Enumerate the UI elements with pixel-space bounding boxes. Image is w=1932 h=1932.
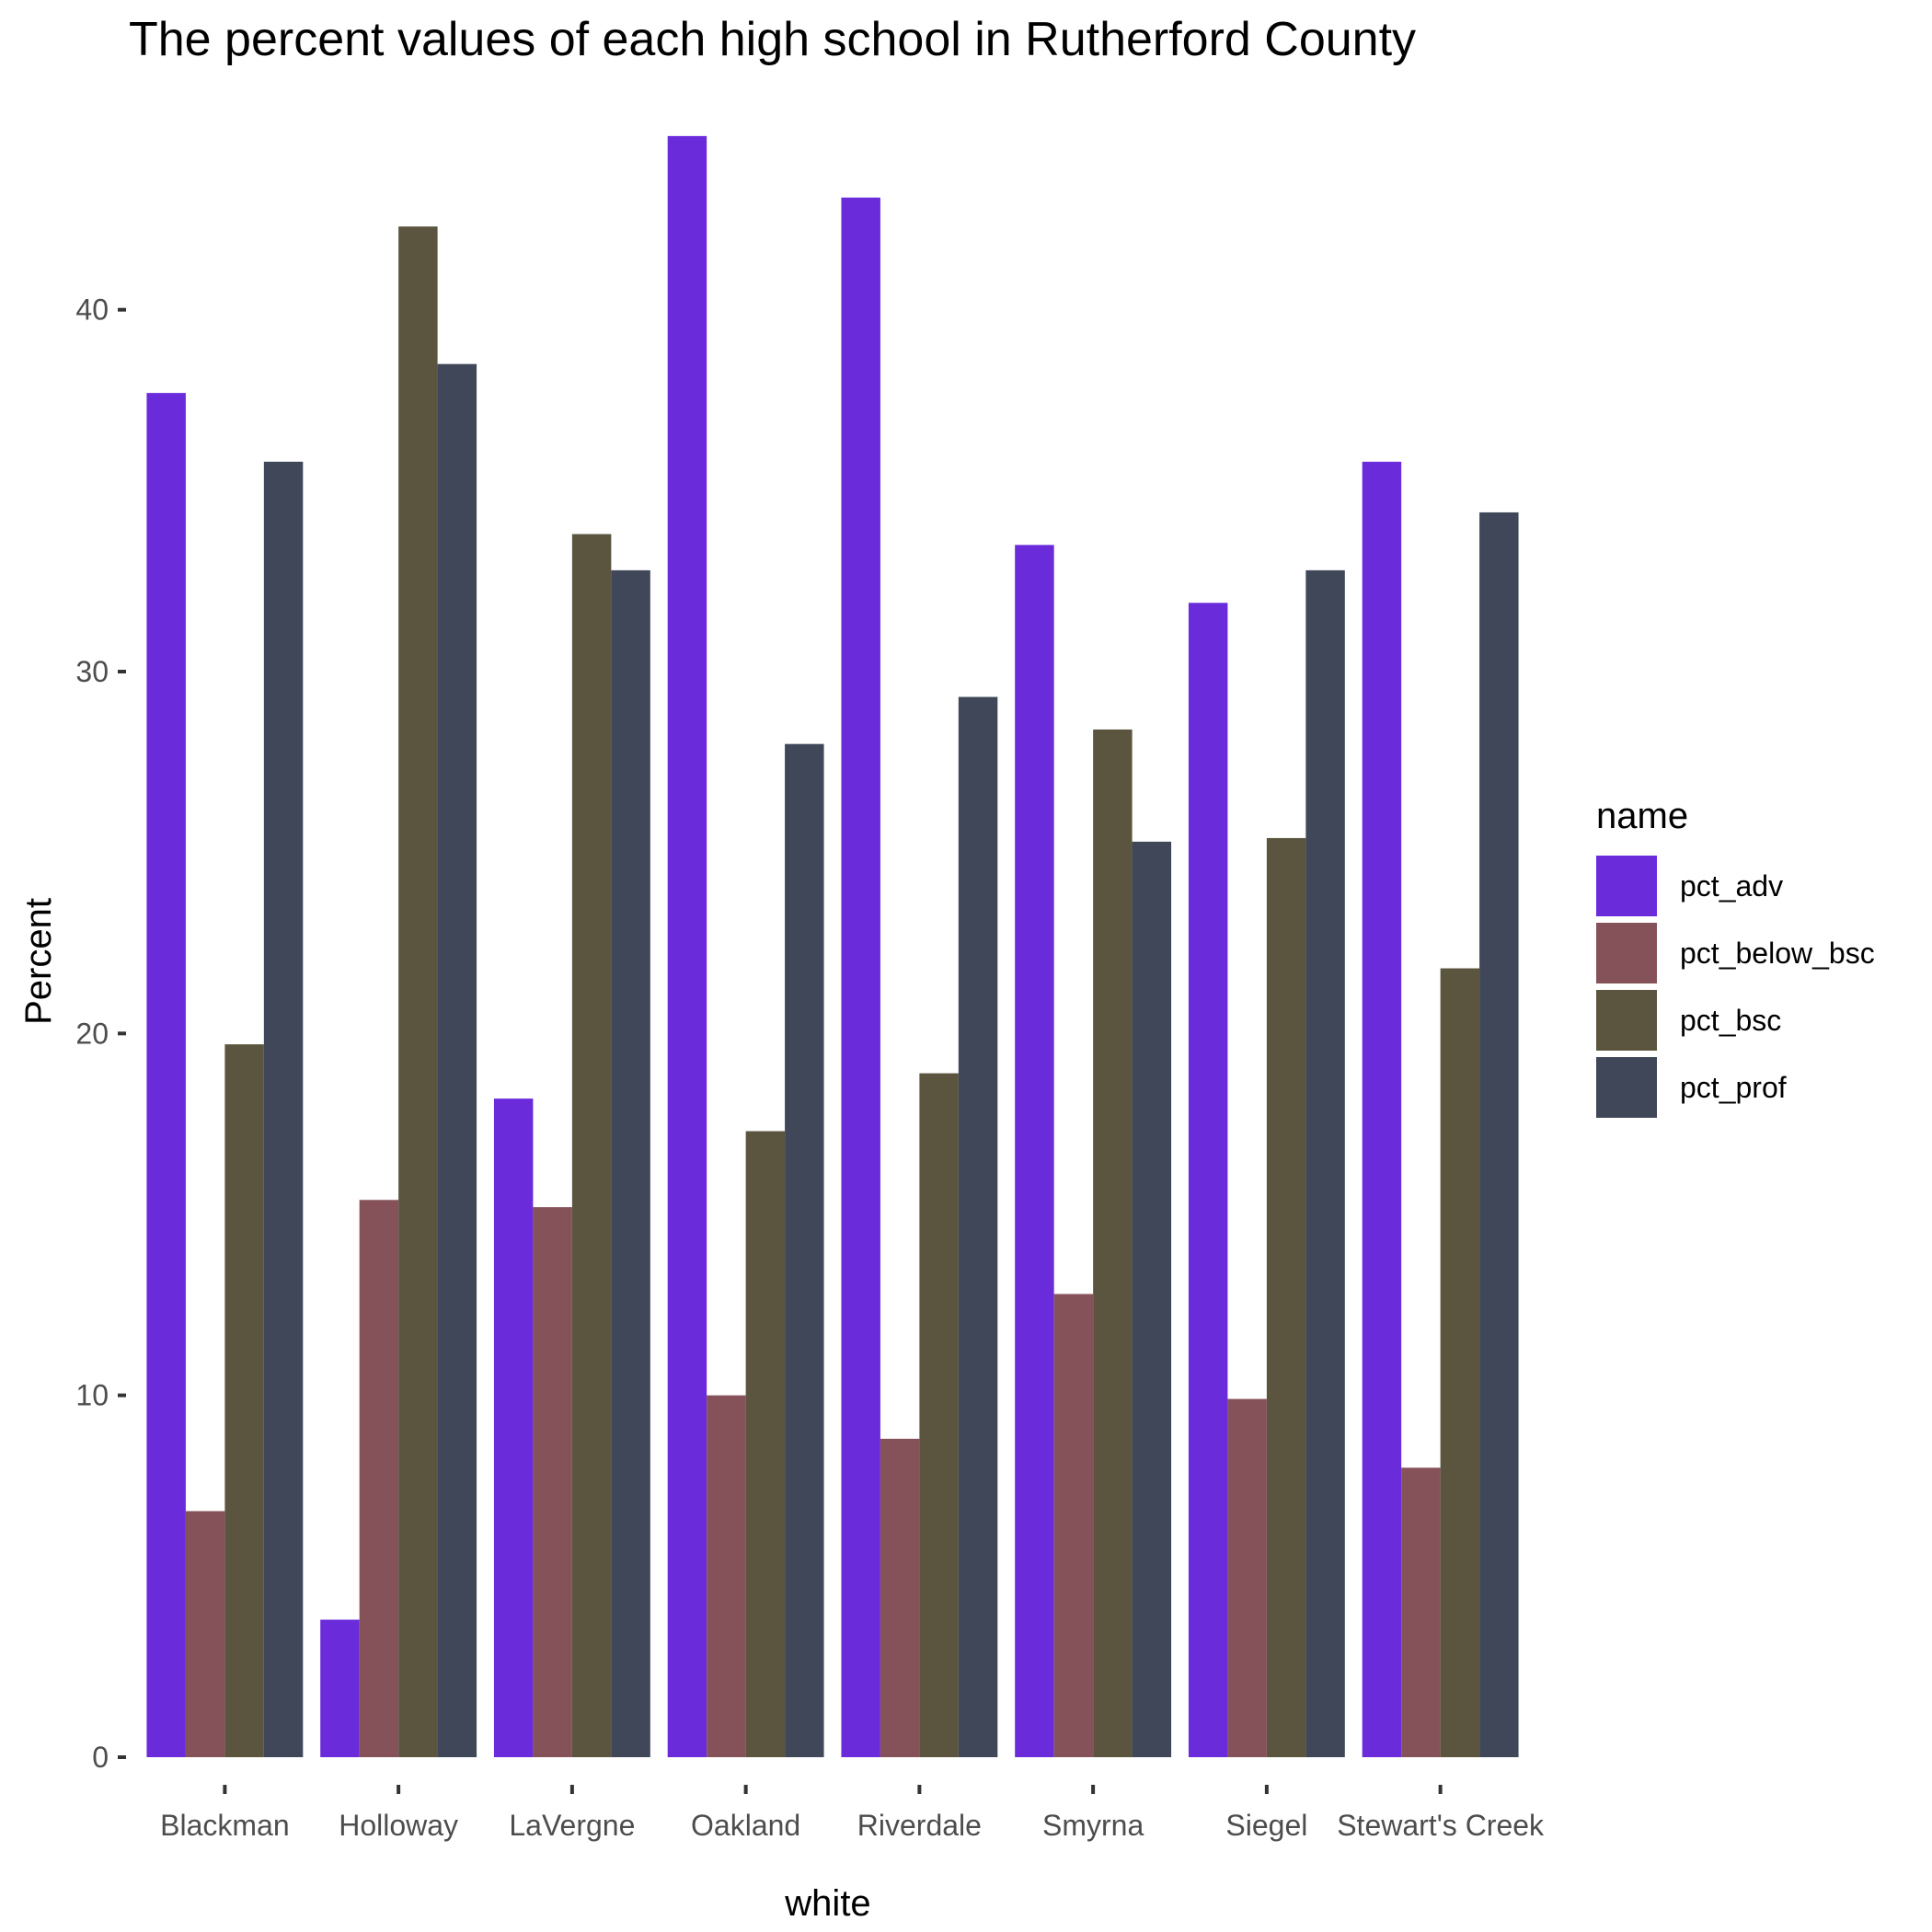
bar-pct-prof-lavergne [611, 569, 650, 1757]
bar-pct-adv-stewart-s-creek [1362, 461, 1402, 1757]
y-axis: 0 10 20 30 40 [75, 293, 126, 1774]
bar-pct-adv-blackman [146, 393, 186, 1757]
legend-label-pct-adv: pct_adv [1680, 869, 1783, 903]
legend-key-pct-adv [1596, 856, 1657, 916]
bar-pct-below-bsc-riverdale [880, 1438, 920, 1757]
bar-pct-below-bsc-holloway [359, 1200, 399, 1757]
y-axis-title: Percent [18, 898, 59, 1025]
bar-pct-prof-oakland [785, 743, 824, 1758]
bar-pct-prof-riverdale [958, 696, 998, 1757]
bar-pct-bsc-oakland [745, 1131, 786, 1757]
bar-pct-bsc-riverdale [919, 1073, 959, 1757]
legend-key-pct-below-bsc [1596, 923, 1657, 983]
legend-label-pct-prof: pct_prof [1680, 1071, 1787, 1104]
bars-group [146, 135, 1519, 1758]
bar-pct-prof-blackman [263, 461, 304, 1757]
bar-pct-below-bsc-siegel [1227, 1398, 1267, 1757]
y-tick-label: 20 [75, 1017, 109, 1050]
bar-pct-adv-smyrna [1015, 545, 1054, 1757]
bar-pct-bsc-blackman [224, 1044, 264, 1757]
x-axis: Blackman Holloway LaVergne Oakland Riverdale… [160, 1785, 1545, 1842]
y-tick-label: 10 [75, 1379, 109, 1412]
legend-label-pct-below-bsc: pct_below_bsc [1680, 937, 1875, 970]
bar-pct-below-bsc-blackman [185, 1511, 225, 1757]
legend-key-pct-prof [1596, 1057, 1657, 1118]
legend-label-pct-bsc: pct_bsc [1680, 1004, 1781, 1037]
bar-pct-below-bsc-lavergne [533, 1207, 572, 1757]
bar-pct-bsc-siegel [1266, 837, 1306, 1757]
bar-pct-adv-oakland [667, 135, 707, 1757]
bar-pct-prof-smyrna [1132, 841, 1172, 1757]
bar-pct-bsc-holloway [398, 226, 438, 1758]
y-tick-label: 30 [75, 655, 109, 688]
legend-title: name [1596, 796, 1688, 836]
x-tick-label: Oakland [691, 1809, 800, 1842]
x-tick-label: Riverdale [857, 1809, 982, 1842]
y-tick-label: 0 [92, 1741, 109, 1774]
y-tick-label: 40 [75, 293, 109, 327]
bar-pct-below-bsc-smyrna [1053, 1294, 1094, 1757]
chart-title: The percent values of each high school i… [129, 13, 1416, 66]
bar-pct-adv-lavergne [493, 1098, 534, 1757]
x-tick-label: LaVergne [509, 1809, 635, 1842]
legend: name pct_adv pct_below_bsc pct_bsc pct_prof [1596, 796, 1875, 1118]
bar-pct-prof-siegel [1305, 569, 1345, 1757]
bar-pct-adv-riverdale [841, 197, 880, 1758]
bar-pct-prof-holloway [437, 363, 477, 1757]
bar-pct-below-bsc-stewart-s-creek [1401, 1467, 1441, 1757]
bar-pct-bsc-smyrna [1093, 729, 1133, 1758]
x-tick-label: Stewart's Creek [1337, 1809, 1545, 1842]
x-tick-label: Blackman [160, 1809, 290, 1842]
bar-pct-bsc-lavergne [571, 534, 612, 1757]
bar-pct-adv-siegel [1188, 603, 1228, 1757]
legend-key-pct-bsc [1596, 990, 1657, 1051]
bar-pct-adv-holloway [320, 1619, 360, 1757]
bar-pct-below-bsc-oakland [707, 1395, 746, 1757]
x-tick-label: Siegel [1225, 1809, 1307, 1842]
bar-pct-prof-stewart-s-creek [1479, 512, 1519, 1758]
x-axis-title: white [784, 1883, 870, 1924]
x-tick-label: Smyrna [1042, 1809, 1144, 1842]
x-tick-label: Holloway [339, 1809, 458, 1842]
bar-pct-bsc-stewart-s-creek [1440, 968, 1480, 1757]
